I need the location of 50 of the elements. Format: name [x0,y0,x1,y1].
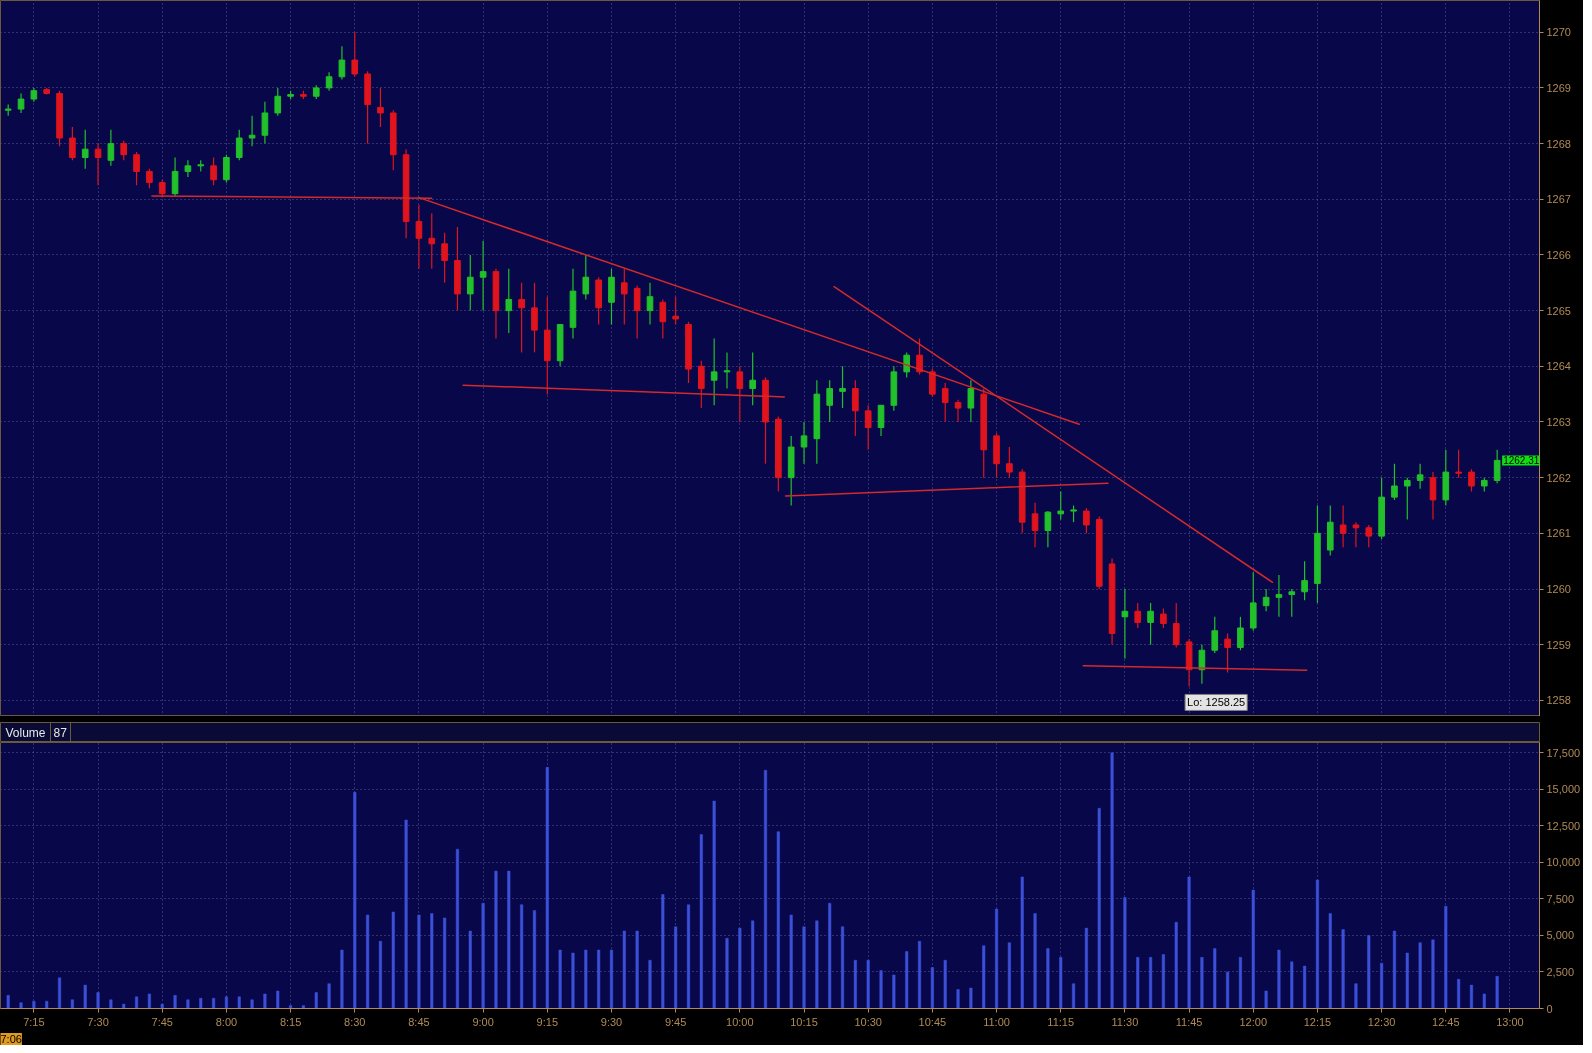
y-tick-label: 1269 [1546,81,1571,94]
y-tick-label: 7,500 [1546,892,1575,905]
y-tick-label: 15,000 [1546,783,1581,796]
x-tick-label: 9:45 [664,1015,687,1028]
annotation: Lo: 1258.25 [1187,696,1246,709]
y-tick-label: 1260 [1546,583,1571,595]
y-tick-label: 1270 [1546,26,1571,39]
y-tick-label: 12,500 [1546,819,1581,832]
y-tick-label: 1264 [1546,360,1571,373]
x-tick-label: 12:00 [1239,1015,1268,1028]
y-tick-label: 1263 [1546,415,1571,428]
x-tick-label: 11:00 [983,1015,1010,1028]
y-tick-label: 0 [1546,1002,1553,1015]
y-tick-label: 5,000 [1546,929,1575,942]
x-tick-label: 10:45 [918,1015,947,1028]
x-tick-label: 7:30 [87,1015,109,1028]
y-tick-label: 1268 [1546,137,1571,150]
x-tick-label: 11:45 [1175,1015,1203,1028]
x-tick-label: 8:00 [215,1015,238,1028]
x-tick-label: 7:45 [151,1015,173,1028]
y-tick-label: 1262 [1546,471,1571,484]
x-tick-label: 10:00 [726,1015,754,1028]
annotation: 1262.31 [1503,455,1540,467]
x-tick-label: 9:30 [600,1015,623,1028]
x-tick-label: 12:30 [1367,1015,1396,1028]
y-tick-label: 1266 [1546,248,1571,261]
x-tick-label: 8:30 [344,1015,366,1028]
y-tick-label: 1258 [1546,694,1571,707]
y-tick-label: 2,500 [1546,965,1575,978]
x-tick-label: 8:45 [408,1015,430,1028]
chart-subtitle: 87 [53,726,68,740]
x-tick-label: 7:15 [23,1015,45,1028]
x-tick-label: 10:15 [790,1015,818,1028]
text: 7:06 [0,1033,22,1045]
y-tick-label: 1265 [1546,304,1571,317]
x-tick-label: 12:15 [1303,1015,1332,1028]
y-tick-label: 1261 [1546,527,1571,540]
x-tick-label: 13:00 [1496,1015,1524,1028]
y-tick-label: 1259 [1546,638,1571,651]
x-tick-label: 11:15 [1047,1015,1075,1028]
x-tick-label: 9:00 [472,1015,494,1028]
x-tick-label: 10:30 [854,1015,882,1028]
y-tick-label: 1267 [1546,193,1571,206]
chart-title: Volume [5,725,46,740]
x-tick-label: 12:45 [1432,1015,1460,1028]
x-tick-label: 9:15 [536,1015,559,1028]
y-tick-label: 10,000 [1546,856,1581,869]
x-tick-label: 8:15 [279,1015,302,1028]
y-tick-label: 17,500 [1546,746,1581,759]
x-tick-label: 11:30 [1111,1015,1139,1028]
